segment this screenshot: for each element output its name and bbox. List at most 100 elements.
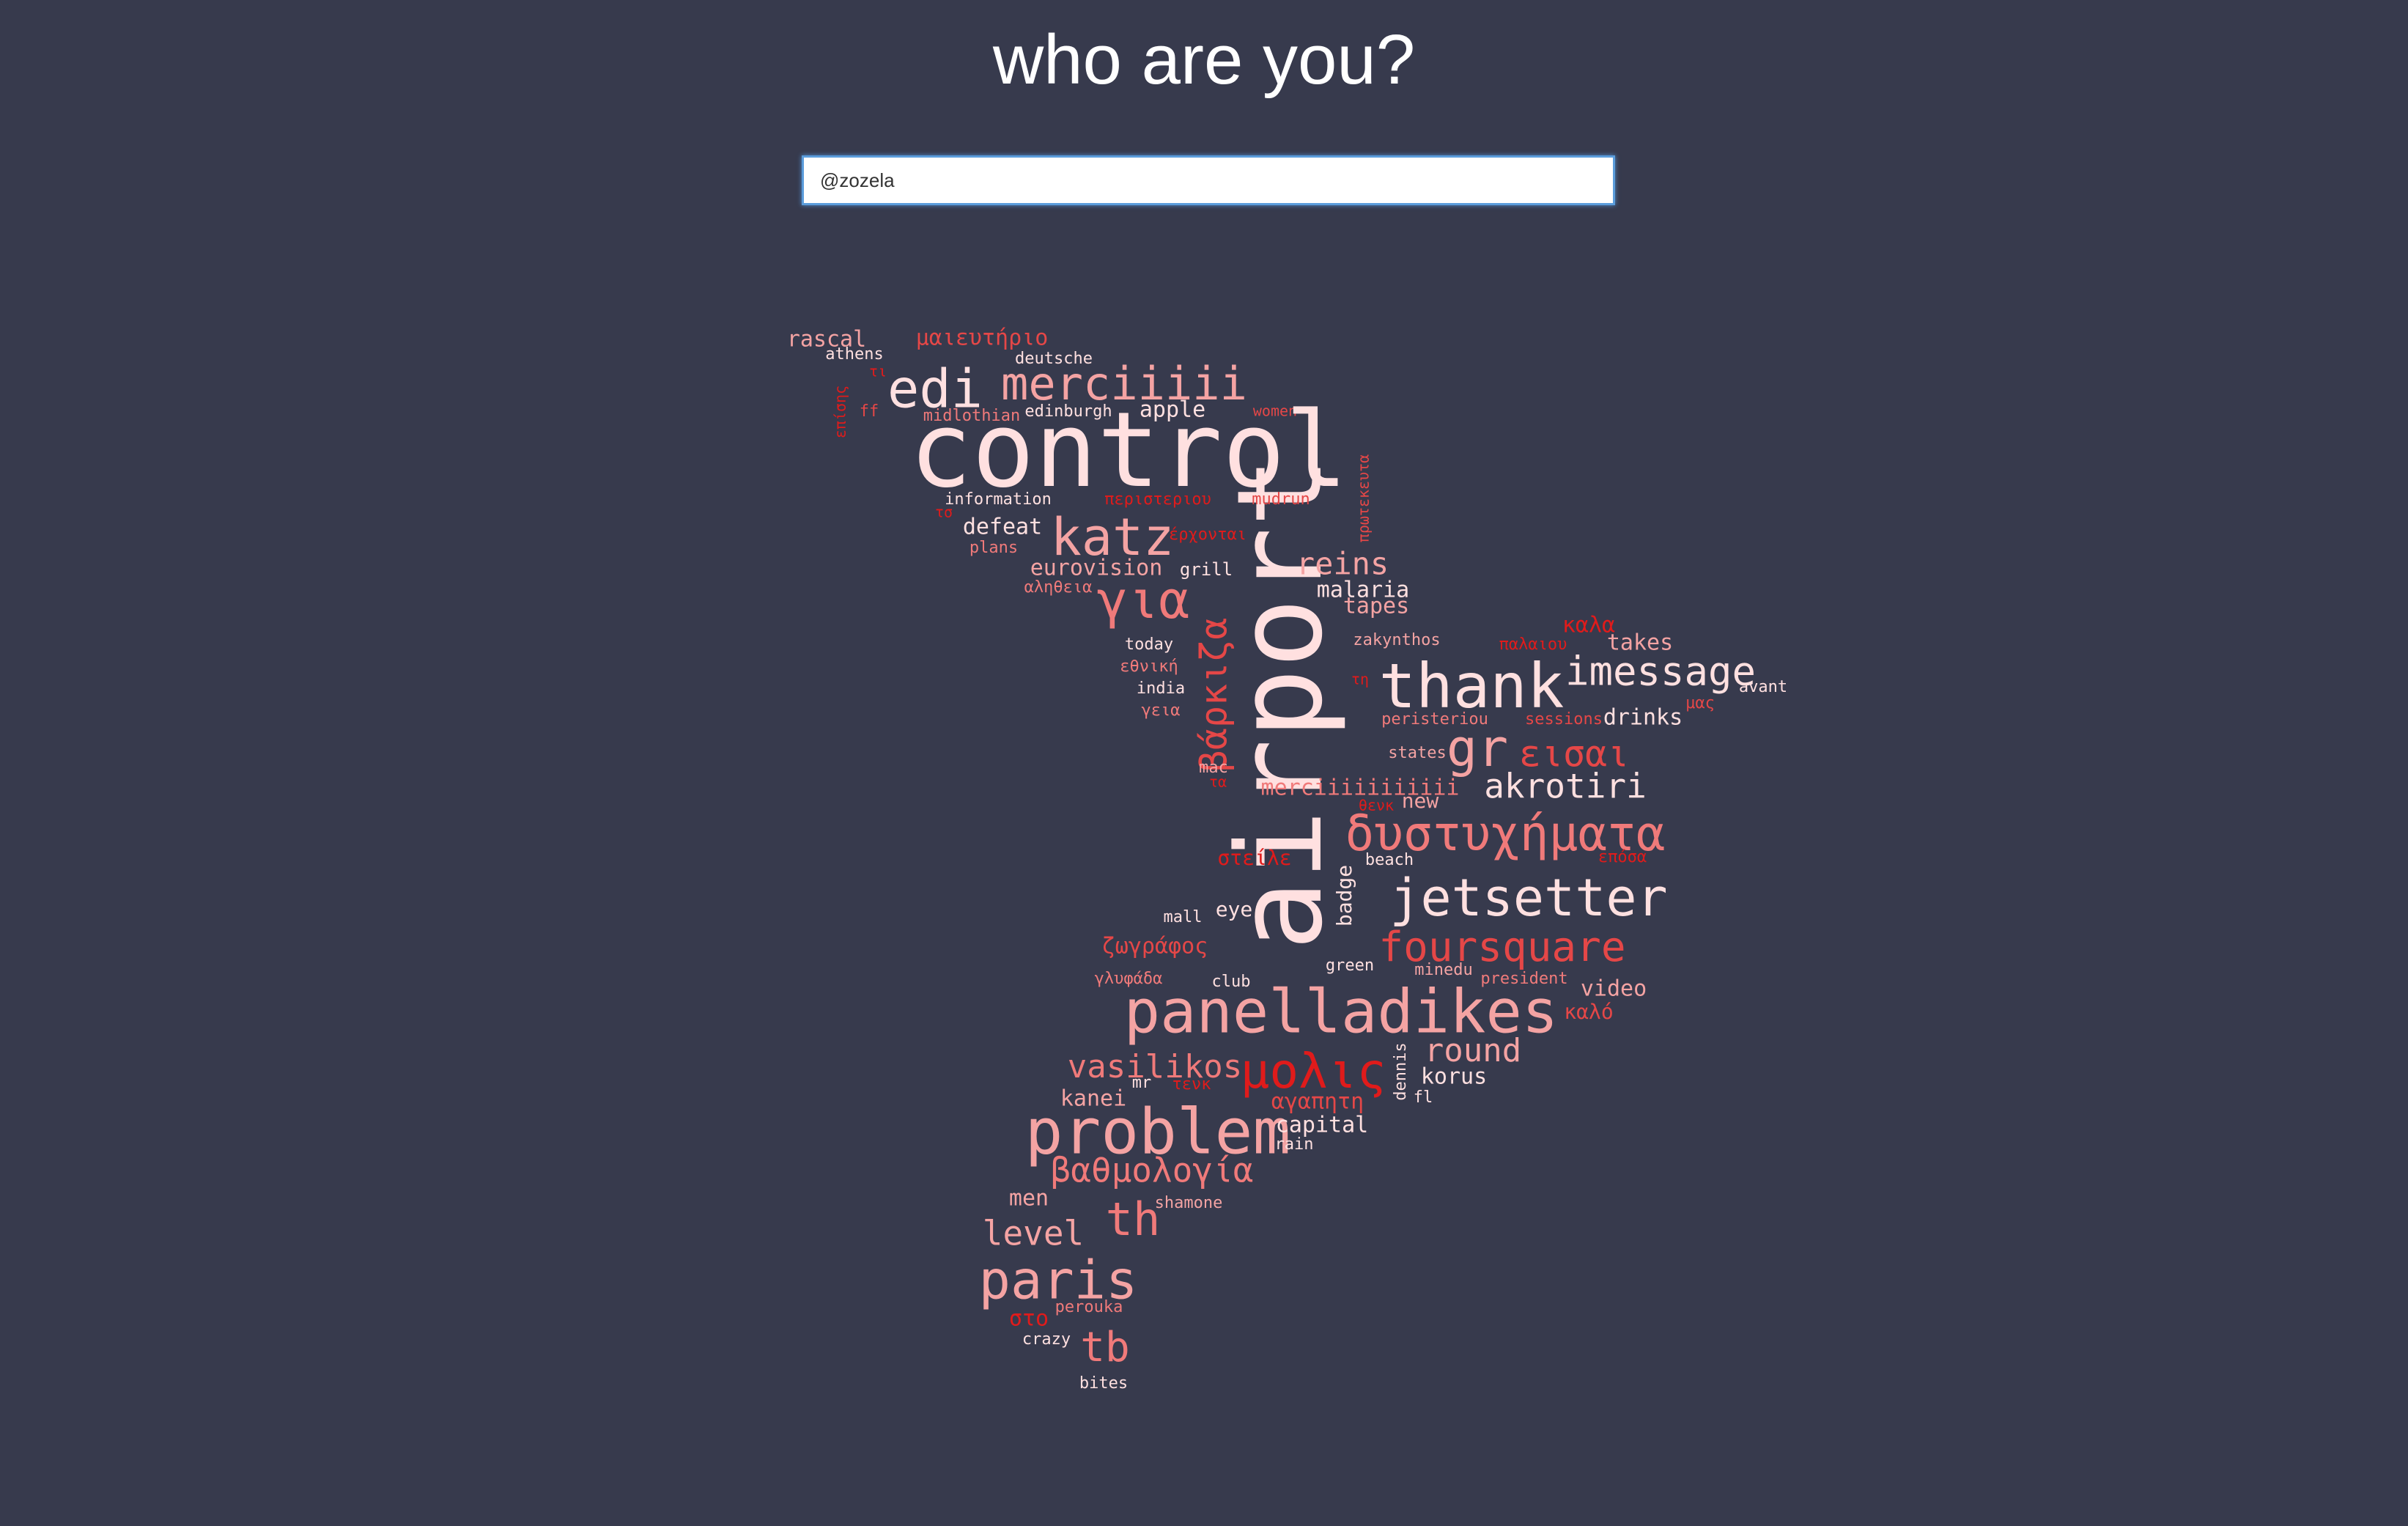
cloud-word: δυστυχήματα	[1345, 806, 1665, 862]
cloud-word: akrotiri	[1484, 767, 1647, 806]
cloud-word: αγαπητη	[1271, 1089, 1364, 1115]
cloud-word: today	[1125, 635, 1173, 654]
cloud-word: καλα	[1562, 613, 1615, 638]
cloud-word: sessions	[1525, 710, 1603, 729]
cloud-word: θενκ	[1359, 797, 1394, 814]
cloud-word: gr	[1447, 718, 1508, 778]
cloud-word: beach	[1365, 851, 1414, 869]
cloud-word: men	[1009, 1186, 1049, 1212]
cloud-word: πρωτεκευτα	[1355, 454, 1373, 542]
cloud-word: midlothian	[923, 407, 1020, 425]
cloud-word: thank	[1379, 650, 1565, 722]
cloud-word: fl	[1414, 1088, 1433, 1107]
cloud-word: shamone	[1155, 1194, 1223, 1212]
cloud-word: green	[1326, 956, 1374, 975]
cloud-word: αληθεια	[1024, 578, 1093, 597]
cloud-word: takes	[1607, 630, 1673, 656]
cloud-word: ff	[860, 402, 879, 421]
cloud-word: mall	[1164, 908, 1203, 926]
cloud-word: merciiiiiiiiiii	[1261, 775, 1460, 801]
cloud-word: μαιευτήριο	[916, 325, 1049, 351]
cloud-word: jetsetter	[1389, 868, 1667, 928]
cloud-word: president	[1480, 970, 1567, 988]
cloud-word: video	[1581, 976, 1647, 1002]
cloud-word: bites	[1079, 1374, 1128, 1393]
cloud-word: club	[1212, 973, 1251, 991]
cloud-word: μολις	[1241, 1043, 1386, 1099]
cloud-word: εθνική	[1120, 657, 1178, 676]
cloud-word: γλυφάδα	[1095, 970, 1163, 988]
cloud-word: ζωγράφος	[1102, 934, 1208, 959]
cloud-word: airport	[1211, 457, 1348, 951]
cloud-word: τι	[869, 363, 887, 380]
cloud-word: zakynthos	[1353, 631, 1440, 649]
cloud-word: βάρκιζα	[1193, 618, 1236, 773]
cloud-word: mac	[1199, 759, 1228, 777]
cloud-word: states	[1388, 744, 1446, 762]
cloud-word: eye	[1216, 897, 1253, 921]
cloud-word: mudrun	[1252, 490, 1310, 509]
cloud-word: tb	[1080, 1324, 1129, 1371]
cloud-word: καλό	[1564, 1000, 1613, 1024]
cloud-word: new	[1402, 789, 1439, 813]
cloud-word: peristeriou	[1381, 710, 1488, 729]
cloud-word: level	[983, 1214, 1084, 1253]
cloud-word: grill	[1180, 559, 1233, 580]
cloud-word: capital	[1276, 1113, 1368, 1138]
cloud-word: defeat	[963, 515, 1042, 540]
cloud-word: επόσα	[1598, 848, 1647, 866]
cloud-word: crazy	[1022, 1330, 1071, 1349]
cloud-word: th	[1106, 1193, 1161, 1246]
cloud-word: στείλε	[1217, 846, 1291, 870]
cloud-word: παλαιου	[1499, 635, 1567, 654]
cloud-word: korus	[1421, 1064, 1487, 1090]
cloud-word: edi	[887, 358, 983, 420]
cloud-word: badge	[1332, 865, 1356, 926]
cloud-word: mr	[1132, 1074, 1152, 1092]
cloud-word: athens	[825, 345, 883, 364]
cloud-word: plans	[970, 539, 1018, 557]
cloud-word: paris	[979, 1250, 1138, 1311]
cloud-word: rain	[1275, 1135, 1314, 1154]
cloud-word: foursquare	[1378, 924, 1625, 971]
cloud-word: για	[1097, 570, 1189, 630]
cloud-word: reins	[1296, 546, 1389, 582]
cloud-word: imessage	[1565, 649, 1756, 695]
cloud-word: merciiiii	[1001, 357, 1247, 410]
cloud-word: india	[1137, 679, 1185, 698]
cloud-word: τενκ	[1172, 1075, 1211, 1094]
cloud-word: tapes	[1343, 594, 1409, 619]
cloud-word: control	[909, 390, 1348, 511]
cloud-word: τα	[1209, 773, 1227, 791]
cloud-word: round	[1425, 1032, 1521, 1069]
cloud-word: katz	[1051, 507, 1175, 567]
cloud-word: minedu	[1414, 961, 1472, 979]
cloud-word: στο	[1009, 1306, 1049, 1332]
cloud-word: έρχονται	[1169, 526, 1247, 544]
cloud-word: vasilikos	[1068, 1048, 1242, 1085]
cloud-word: τη	[1351, 671, 1369, 688]
cloud-word: εισαι	[1519, 733, 1630, 775]
cloud-word: μας	[1685, 694, 1715, 712]
cloud-word: επίσης	[832, 386, 849, 438]
cloud-word: περιστεριου	[1104, 490, 1211, 509]
cloud-word: apple	[1140, 397, 1205, 423]
cloud-word: kanei	[1060, 1086, 1126, 1112]
cloud-word: rascal	[787, 327, 866, 353]
cloud-word: perouka	[1055, 1298, 1123, 1316]
cloud-word: γεια	[1142, 701, 1181, 720]
cloud-word: eurovision	[1030, 556, 1163, 581]
cloud-word: malaria	[1317, 578, 1409, 603]
cloud-word: dennis	[1392, 1042, 1410, 1100]
cloud-word: τσ	[935, 504, 953, 521]
cloud-word: information	[945, 490, 1052, 509]
username-input[interactable]	[802, 155, 1615, 205]
cloud-word: women	[1253, 402, 1297, 420]
cloud-word: avant	[1739, 678, 1787, 696]
cloud-word: problem	[1025, 1095, 1290, 1168]
cloud-word: drinks	[1603, 705, 1683, 731]
cloud-word: βαθμολογία	[1051, 1151, 1254, 1190]
cloud-word: deutsche	[1015, 350, 1093, 368]
